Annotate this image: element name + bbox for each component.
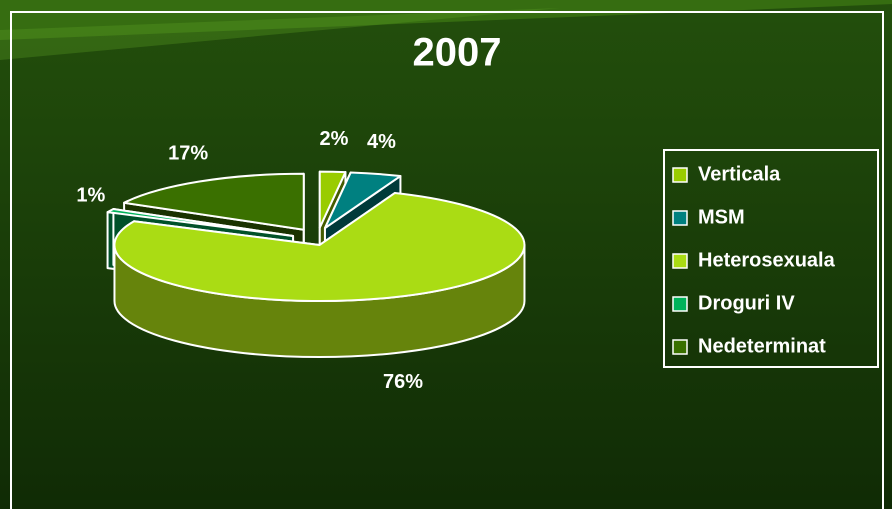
legend-swatch [672,296,688,312]
data-label: 76% [383,371,423,393]
slice-top [123,172,305,231]
legend-swatch [672,253,688,269]
slice-top [113,191,526,303]
data-label: 17% [168,142,208,164]
legend-label: Heterosexuala [698,249,836,271]
data-label: 1% [76,184,105,206]
legend-box [663,149,879,368]
pie: 2% 4% 76% 1% 17% [76,128,526,393]
slice-top [323,171,402,230]
legend-label: Droguri IV [698,292,795,314]
legend-label: MSM [698,206,745,228]
legend-label: Verticala [698,163,781,185]
slice-top [318,170,347,229]
legend-swatch [672,210,688,226]
legend: Verticala MSM Heterosexuala Droguri IV Nedet… [672,163,836,357]
decor-stripe [0,8,560,60]
pie-slice [113,191,526,359]
data-label: 2% [320,128,349,150]
slice-top [106,208,295,238]
data-label: 4% [367,131,396,153]
legend-label: Nedeterminat [698,335,826,357]
legend-swatch [672,167,688,183]
chart-title: 2007 [413,31,502,75]
frame [10,11,884,509]
decor-stripe [0,0,892,40]
legend-swatch [672,339,688,355]
